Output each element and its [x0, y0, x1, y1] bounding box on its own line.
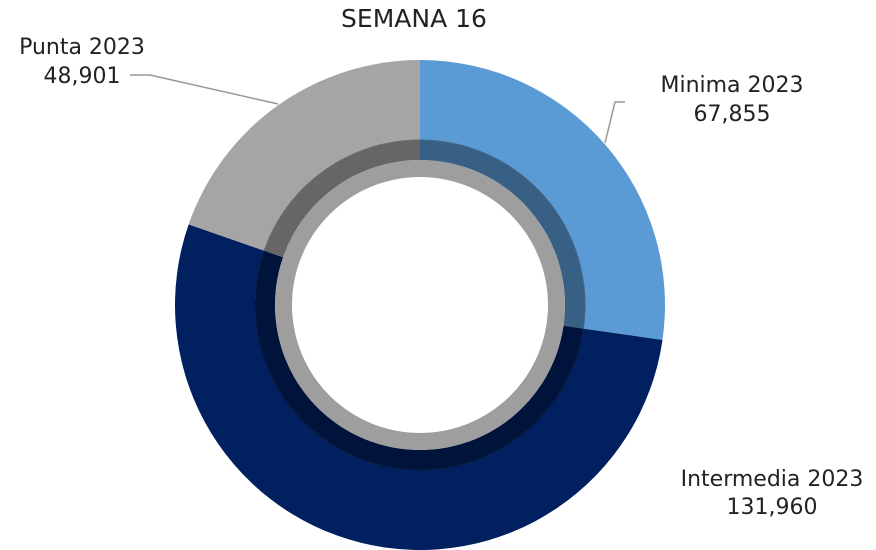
inner-band-shade [420, 139, 586, 329]
chart-title: SEMANA 16 [341, 4, 487, 33]
inner-band [264, 140, 420, 258]
category-label: Minima 2023 [660, 73, 803, 98]
category-label: Punta 2023 [19, 35, 145, 60]
category-label: Intermedia 2023 [681, 467, 864, 492]
donut-segment [420, 60, 665, 341]
value-label: 67,855 [694, 102, 771, 127]
value-label: 131,960 [727, 495, 818, 520]
value-label: 48,901 [44, 64, 121, 89]
leader-line [130, 74, 279, 105]
donut-segment [188, 60, 420, 251]
donut-hole [292, 177, 548, 433]
inner-band [420, 140, 585, 329]
donut-segment [175, 224, 663, 550]
inner-band-shade [263, 139, 420, 258]
leader-line [604, 101, 625, 144]
